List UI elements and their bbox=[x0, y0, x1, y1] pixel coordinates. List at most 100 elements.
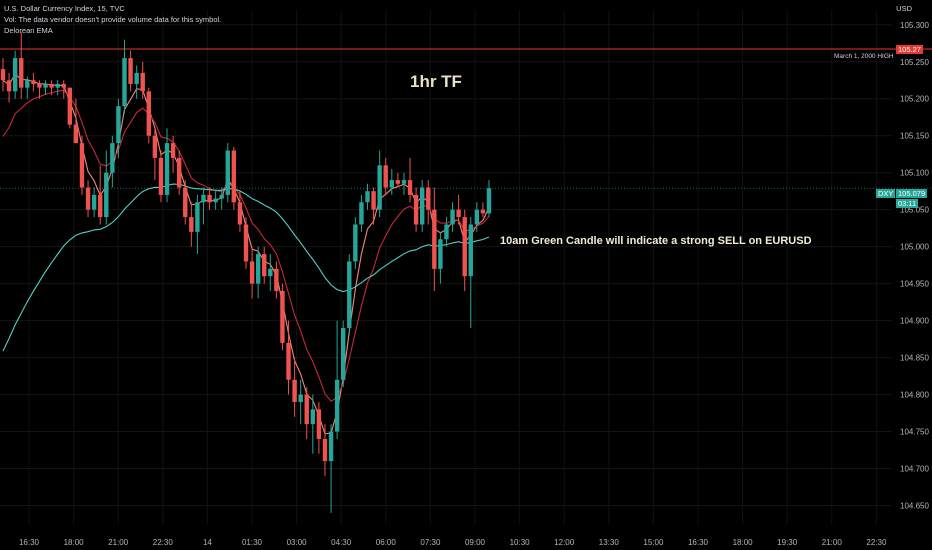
candle-body bbox=[292, 379, 297, 402]
x-tick-label: 12:00 bbox=[554, 538, 575, 547]
candle-body bbox=[189, 217, 194, 232]
candle-body bbox=[444, 224, 449, 240]
x-tick-label: 19:30 bbox=[777, 538, 798, 547]
candle-body bbox=[468, 224, 473, 277]
ema-mid-line bbox=[2, 89, 490, 403]
candle-body bbox=[104, 172, 109, 218]
candle-body bbox=[140, 72, 145, 92]
x-tick-label: 15:00 bbox=[643, 538, 664, 547]
x-axis[interactable]: 16:30 18:00 21:00 22:30 14 01:30 03:00 04:30 06:… bbox=[19, 538, 887, 547]
candle-body bbox=[407, 180, 413, 195]
y-tick-label: 105.300 bbox=[900, 21, 929, 30]
x-tick-label: 14 bbox=[203, 538, 212, 547]
x-tick-label: 16:30 bbox=[688, 538, 709, 547]
candle-body bbox=[377, 165, 382, 210]
candle-body bbox=[110, 143, 115, 173]
y-tick-label: 105.000 bbox=[900, 243, 929, 252]
symbol-tag: DXY bbox=[876, 189, 896, 198]
y-tick-label: 104.900 bbox=[900, 317, 929, 326]
candle-body bbox=[201, 194, 206, 203]
candle-body bbox=[298, 394, 303, 402]
candle-body bbox=[310, 409, 316, 425]
candle-body bbox=[183, 187, 188, 218]
candle-body bbox=[61, 83, 66, 88]
candle-body bbox=[328, 431, 334, 462]
candle-body bbox=[334, 379, 340, 432]
x-tick-label: 13:30 bbox=[599, 538, 620, 547]
x-tick-label: 07:30 bbox=[420, 538, 441, 547]
candle-body bbox=[450, 209, 455, 225]
candle-body bbox=[401, 180, 407, 184]
candle-body bbox=[462, 217, 467, 277]
candle-body bbox=[231, 150, 237, 203]
candle-body bbox=[237, 202, 243, 225]
y-tick-label: 104.850 bbox=[900, 354, 929, 363]
y-tick-label: 104.650 bbox=[900, 502, 929, 511]
timeframe-annotation: 1hr TF bbox=[410, 72, 462, 91]
candle-body bbox=[456, 209, 461, 218]
candle-body bbox=[207, 194, 212, 203]
y-tick-label: 105.050 bbox=[900, 206, 929, 215]
indicator-legend[interactable]: Delorean EMA bbox=[4, 26, 53, 35]
candle-body bbox=[262, 254, 267, 277]
y-tick-label: 104.750 bbox=[900, 428, 929, 437]
y-tick-label: 105.200 bbox=[900, 95, 929, 104]
candle-body bbox=[225, 150, 230, 195]
x-tick-label: 22:30 bbox=[866, 538, 887, 547]
candle-body bbox=[31, 80, 36, 84]
x-tick-label: 16:30 bbox=[19, 538, 40, 547]
candle-body bbox=[486, 188, 492, 214]
candle-body bbox=[73, 124, 79, 144]
candle-body bbox=[116, 106, 121, 144]
candle-body bbox=[286, 342, 291, 380]
x-tick-label: 03:00 bbox=[287, 538, 308, 547]
candle-body bbox=[480, 209, 486, 214]
candles bbox=[0, 32, 492, 513]
x-tick-label: 06:00 bbox=[376, 538, 397, 547]
candle-body bbox=[359, 202, 364, 225]
candle-body bbox=[195, 202, 200, 232]
candle-body bbox=[353, 224, 358, 262]
candle-body bbox=[55, 83, 60, 88]
high-level-label: March 1, 2000 HIGH bbox=[834, 53, 894, 60]
candle-body bbox=[426, 187, 431, 210]
candle-body bbox=[413, 194, 419, 225]
candle-body bbox=[474, 209, 480, 225]
y-axis[interactable]: 105.300 105.250 105.200 105.150 105.100 105.0… bbox=[900, 21, 929, 511]
x-tick-label: 01:30 bbox=[242, 538, 263, 547]
x-tick-label: 09:00 bbox=[465, 538, 486, 547]
candle-body bbox=[122, 58, 127, 107]
note-annotation: 10am Green Candle will indicate a strong… bbox=[500, 235, 812, 247]
candle-body bbox=[347, 261, 352, 329]
x-tick-label: 21:00 bbox=[822, 538, 843, 547]
symbol-title: U.S. Dollar Currency Index, 15, TVC bbox=[4, 4, 125, 13]
candle-body bbox=[170, 143, 176, 158]
candle-body bbox=[146, 91, 151, 136]
y-tick-label: 105.150 bbox=[900, 132, 929, 141]
candle-body bbox=[49, 83, 54, 88]
candle-body bbox=[43, 83, 48, 88]
last-price-tag: 105.079 bbox=[896, 189, 928, 198]
volume-notice: Vol: The data vendor doesn't provide vol… bbox=[4, 15, 222, 24]
candle-body bbox=[389, 180, 394, 188]
y-tick-label: 105.250 bbox=[900, 58, 929, 67]
candle-body bbox=[79, 143, 85, 188]
x-tick-label: 18:00 bbox=[64, 538, 85, 547]
candle-body bbox=[25, 80, 30, 88]
candle-body bbox=[98, 194, 103, 218]
candle-body bbox=[365, 191, 370, 203]
candle-body bbox=[304, 394, 309, 425]
y-tick-label: 104.800 bbox=[900, 391, 929, 400]
candle-body bbox=[164, 143, 170, 195]
candle-body bbox=[243, 224, 249, 262]
candle-body bbox=[341, 328, 346, 380]
grid-lines bbox=[0, 10, 892, 524]
candle-body bbox=[158, 157, 164, 195]
candle-body bbox=[322, 438, 328, 462]
candle-body bbox=[12, 58, 18, 92]
x-tick-label: 22:30 bbox=[153, 538, 174, 547]
candle-body bbox=[6, 80, 12, 92]
candle-body bbox=[67, 87, 73, 125]
ema-slow-line bbox=[2, 183, 490, 352]
